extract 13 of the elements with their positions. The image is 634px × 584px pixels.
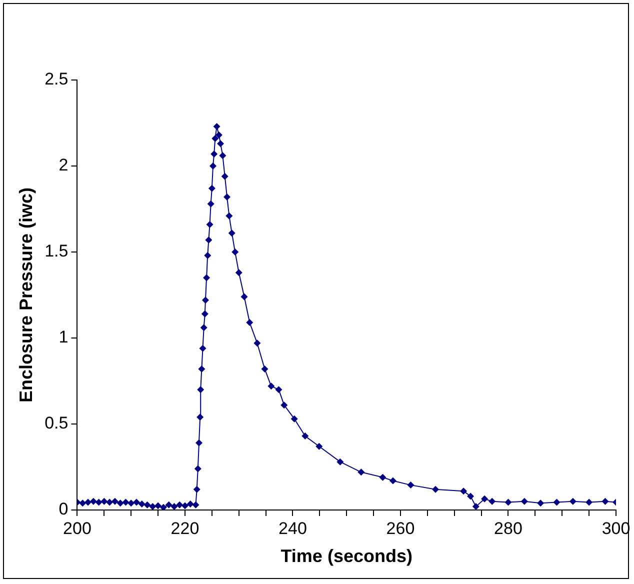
x-tick-label: 200 xyxy=(63,518,92,538)
x-tick-label: 260 xyxy=(386,518,415,538)
y-tick-label: 2 xyxy=(58,156,68,175)
x-axis-title: Time (seconds) xyxy=(280,546,412,566)
y-tick-label: 0 xyxy=(58,500,68,519)
y-tick-label: 1 xyxy=(58,328,68,347)
x-tick-label: 240 xyxy=(278,518,307,538)
y-tick-label: 0.5 xyxy=(44,414,68,433)
x-tick-label: 220 xyxy=(170,518,200,538)
x-tick-label: 280 xyxy=(494,518,522,538)
y-tick-label: 2.5 xyxy=(44,70,68,89)
y-axis-title: Enclosure Pressure (iwc) xyxy=(16,187,36,403)
y-tick-label: 1.5 xyxy=(44,242,68,261)
